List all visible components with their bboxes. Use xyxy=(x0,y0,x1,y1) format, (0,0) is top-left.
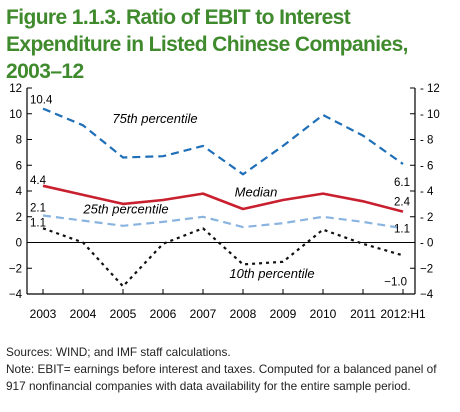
y-tick-label-left: −2 xyxy=(9,263,22,275)
series-line-0 xyxy=(42,107,404,176)
x-tick-label: 2009 xyxy=(270,307,297,321)
start-value-label: 10.4 xyxy=(30,95,53,107)
x-tick-label: 2012:H1 xyxy=(380,307,426,321)
x-axis: 2003 2004 2005 2006 2007 2008 2009 2010 2011 2012… xyxy=(30,289,426,321)
y-tick-label-left: 6 xyxy=(16,160,22,172)
y-tick-label-right: −2 xyxy=(420,263,433,275)
left-y-axis: −4 −2 0 2 4 6 8 10 12 xyxy=(9,83,32,301)
y-tick-label-right: - 8 xyxy=(420,135,433,147)
end-value-label: 6.1 xyxy=(394,177,410,189)
series-lines xyxy=(42,107,404,288)
y-tick-label-left: 0 xyxy=(16,238,22,250)
y-tick-label-right: - 4 xyxy=(420,186,434,198)
start-value-label: 1.1 xyxy=(30,217,46,229)
y-tick-label-left: 12 xyxy=(9,83,22,95)
sources-text: Sources: WIND; and IMF staff calculation… xyxy=(6,345,231,359)
end-value-label: 1.1 xyxy=(394,223,410,235)
y-tick-label-right: - 6 xyxy=(420,160,433,172)
x-tick-label: 2003 xyxy=(30,307,57,321)
x-tick-label: 2005 xyxy=(110,307,137,321)
start-value-label: 4.4 xyxy=(30,175,47,187)
y-tick-label-left: −4 xyxy=(9,289,23,301)
end-value-label: −1.0 xyxy=(384,276,407,288)
x-tick-label: 2008 xyxy=(230,307,257,321)
start-value-label: 2.1 xyxy=(30,202,46,214)
series-line-3 xyxy=(42,227,404,288)
series-name-label: Median xyxy=(235,184,278,199)
note-text-line-2: 917 nonfinancial companies with data ava… xyxy=(6,379,411,393)
x-tick-label: 2007 xyxy=(190,307,217,321)
series-name-label: 10th percentile xyxy=(229,266,314,281)
series-name-label: 75th percentile xyxy=(112,111,197,126)
y-tick-label-right: - 0 xyxy=(420,238,433,250)
chart-frame xyxy=(26,88,416,295)
x-tick-label: 2006 xyxy=(150,307,177,321)
series-labels: 75th percentile Median 25th percentile 10th… xyxy=(82,111,314,281)
x-tick-label: 2004 xyxy=(70,307,97,321)
right-y-axis: −4 −2 - 0 - 2 - 4 - 6 - 8 - 10 - 12 xyxy=(410,83,440,301)
y-tick-label-left: 2 xyxy=(16,212,22,224)
end-value-label: 2.4 xyxy=(394,197,411,209)
data-labels: 10.4 6.1 4.4 2.4 2.1 1.1 1.1 −1.0 xyxy=(30,95,411,289)
y-tick-label-right: −4 xyxy=(420,289,434,301)
series-name-label: 25th percentile xyxy=(82,202,168,217)
series-line-1 xyxy=(42,184,404,213)
y-tick-label-right: - 2 xyxy=(420,212,433,224)
chart-notes: Sources: WIND; and IMF staff calculation… xyxy=(6,344,456,395)
series-line-2 xyxy=(42,214,404,230)
y-tick-label-right: - 10 xyxy=(420,109,440,121)
y-tick-label-left: 8 xyxy=(16,135,22,147)
y-tick-label-left: 4 xyxy=(16,186,23,198)
line-chart: −4 −2 0 2 4 6 8 10 12 −4 −2 - 0 - 2 - 4 - 6 - 8 - 10 - 1… xyxy=(9,83,440,321)
x-tick-label: 2010 xyxy=(310,307,337,321)
y-tick-label-right: - 12 xyxy=(420,83,440,95)
x-tick-label: 2011 xyxy=(350,307,376,321)
chart-title: Figure 1.1.3. Ratio of EBIT to Interest … xyxy=(6,6,409,83)
y-tick-label-left: 10 xyxy=(9,109,22,121)
note-text-line-1: Note: EBIT= earnings before interest and… xyxy=(6,362,437,376)
